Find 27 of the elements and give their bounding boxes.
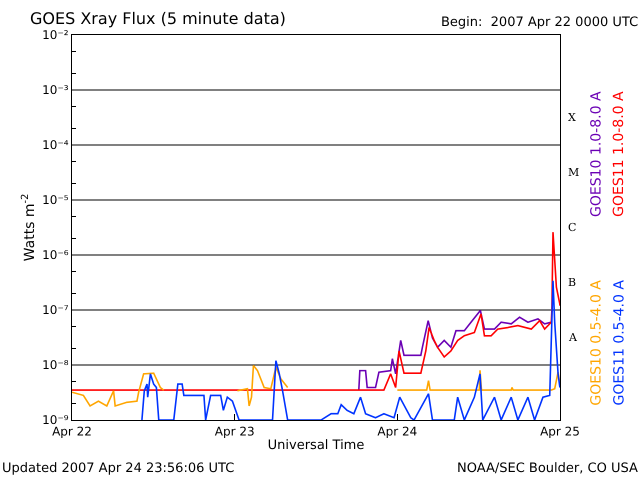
line-series xyxy=(141,280,560,420)
y-tick-label: 10⁻² xyxy=(42,28,69,42)
line-series xyxy=(358,310,552,391)
x-tick-label: Apr 24 xyxy=(377,424,418,438)
chart-subtitle: Begin: 2007 Apr 22 0000 UTC xyxy=(441,15,638,30)
y-tick-label: 10⁻³ xyxy=(42,83,69,98)
text: GOES10 1.0-8.0 A xyxy=(588,91,604,217)
y-tick-label: 10⁻⁸ xyxy=(42,358,69,372)
text: NOAA/SEC Boulder, CO USA xyxy=(457,461,638,476)
text: GOES11 0.5-4.0 A xyxy=(612,280,628,406)
text: GOES11 1.0-8.0 A xyxy=(611,90,628,217)
line-series xyxy=(72,231,560,391)
text: GOES10 0.5-4.0 A xyxy=(588,280,605,406)
text: Updated 2007 Apr 24 23:56:06 UTC xyxy=(2,461,234,476)
x-tick-label: Apr 25 xyxy=(540,424,580,438)
text: C xyxy=(568,221,576,234)
y-tick-label: 10⁻⁴ xyxy=(42,138,69,152)
x-axis-title: Universal Time xyxy=(268,438,364,453)
y-tick-label: 10⁻⁷ xyxy=(42,303,69,318)
text: M xyxy=(568,166,580,179)
text: B xyxy=(568,276,576,289)
y-tick-label: 10⁻⁶ xyxy=(42,248,69,262)
y-tick-label: 10⁻⁵ xyxy=(42,193,69,208)
chart-title: GOES Xray Flux (5 minute data) xyxy=(30,9,286,28)
text: X xyxy=(568,111,576,124)
x-tick-label: Apr 23 xyxy=(214,424,255,438)
text: A xyxy=(568,331,578,344)
